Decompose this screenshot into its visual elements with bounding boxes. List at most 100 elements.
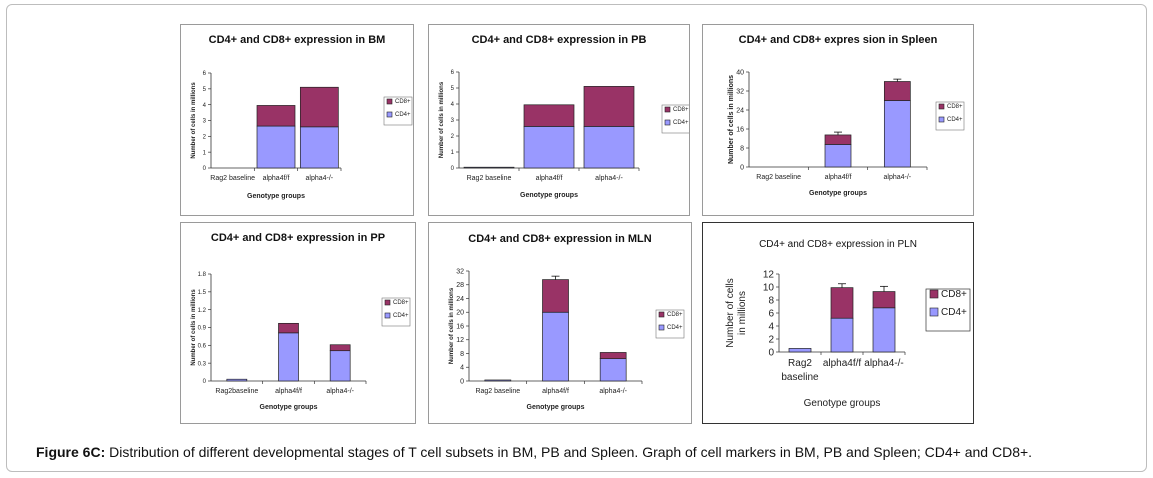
x-tick-label: alpha4-/-: [864, 358, 903, 369]
x-tick-label: Rag2 baseline: [210, 175, 255, 182]
x-tick-label: alpha4-/-: [595, 175, 623, 182]
chart-panel-pln: CD4+ and CD8+ expression in PLN 0 2 4 6 8 10 12…: [702, 222, 974, 424]
legend-swatch: [664, 119, 671, 126]
y-tick-label: 5: [451, 86, 455, 92]
x-tick-label: alpha4-/-: [306, 175, 334, 182]
legend-label: CD8+: [395, 99, 411, 105]
chart-panel-spleen: CD4+ and CD8+ expres sion in Spleen 0 8 16 2…: [702, 24, 974, 216]
legend-label: CD4+: [393, 313, 409, 319]
chart-svg: CD4+ and CD8+ expres sion in Spleen 0 8 16 2…: [728, 34, 965, 197]
x-tick-label: alpha4-/-: [599, 388, 627, 395]
legend-label: CD8+: [667, 312, 683, 318]
y-tick-label: 3: [203, 119, 207, 125]
chart-svg: CD4+ and CD8+ expression in PB 0 1 2 3 4 5 6 Rag…: [439, 34, 689, 199]
legend-label: CD4+: [673, 120, 689, 126]
x-axis-label: Genotype groups: [260, 404, 318, 411]
y-tick-label: 5: [203, 87, 207, 93]
x-tick-label: Rag2 baseline: [467, 175, 512, 182]
y-tick-label: 0: [768, 348, 774, 359]
y-tick-label: 3: [451, 118, 455, 124]
bar-segment-cd4plus: [463, 166, 515, 169]
legend-label: CD8+: [941, 289, 967, 300]
y-tick-label: 1: [203, 150, 207, 156]
chart-svg: CD4+ and CD8+ expression in MLN 0 4 8 12 16 20…: [449, 233, 685, 411]
x-tick-label: alpha4f/f: [542, 388, 569, 395]
legend-box: [381, 297, 411, 327]
x-tick-label: alpha4f/f: [825, 174, 852, 181]
y-axis-label: Number of cells in millions: [728, 75, 735, 164]
y-axis-label: Number of cells in millions: [191, 289, 197, 366]
y-tick-label: 10: [763, 283, 775, 294]
x-axis-label: Genotype groups: [809, 190, 867, 197]
legend-box: [935, 101, 965, 131]
bar-segment-cd8plus: [872, 291, 896, 309]
legend-label: CD4+: [941, 307, 967, 318]
y-tick-label: 0: [740, 164, 744, 171]
y-axis-label: Number of cellsin millions: [725, 278, 748, 347]
chart-title: CD4+ and CD8+ expression in PB: [472, 34, 647, 46]
x-tick-label: alpha4f/f: [536, 175, 563, 182]
legend-swatch: [664, 106, 671, 113]
legend-swatch: [386, 111, 393, 118]
chart-title: CD4+ and CD8+ expression in PP: [211, 232, 385, 244]
caption-text: Distribution of different developmental …: [105, 444, 1033, 460]
bar-segment-cd4plus: [883, 100, 911, 168]
x-tick-label: Rag2 baseline: [475, 388, 520, 395]
chart-svg: CD4+ and CD8+ expression in PLN 0 2 4 6 8 10 12…: [725, 239, 971, 409]
x-axis-label: Genotype groups: [804, 398, 881, 409]
bar-segment-cd8plus: [824, 134, 852, 145]
legend-swatch: [938, 103, 945, 110]
legend-box: [383, 96, 413, 126]
chart-title: CD4+ and CD8+ expression in MLN: [468, 233, 651, 245]
legend-label: CD4+: [667, 325, 683, 331]
y-tick-label: 16: [736, 126, 744, 133]
legend-swatch: [384, 299, 391, 306]
x-axis-label: Genotype groups: [527, 404, 585, 411]
chart-panel-pb: CD4+ and CD8+ expression in PB 0 1 2 3 4 5 6 Rag…: [428, 24, 690, 216]
bar-segment-cd4plus: [788, 348, 812, 353]
y-tick-label: 28: [456, 282, 464, 289]
x-tick-label: Rag2baseline: [215, 388, 258, 395]
chart-title: CD4+ and CD8+ expression in BM: [209, 34, 386, 46]
legend-label: CD8+: [393, 300, 409, 306]
y-tick-label: 6: [768, 309, 774, 320]
legend-swatch: [929, 289, 939, 299]
y-tick-label: 4: [203, 103, 207, 109]
legend-swatch: [938, 116, 945, 123]
x-tick-label: alpha4f/f: [275, 388, 302, 395]
bar-segment-cd8plus: [256, 105, 296, 127]
y-tick-label: 0.3: [198, 361, 207, 367]
y-tick-label: 0: [460, 378, 464, 385]
legend-label: CD8+: [947, 104, 963, 110]
bar-segment-cd4plus: [542, 311, 569, 382]
bar-segment-cd4plus: [299, 126, 339, 169]
bar-segment-cd4plus: [872, 307, 896, 353]
y-tick-label: 32: [456, 268, 464, 275]
chart-svg: CD4+ and CD8+ expression in PP 0 0.3 0.6 0.9…: [191, 232, 411, 411]
bar-segment-cd4plus: [278, 332, 299, 382]
bar-segment-cd8plus: [599, 352, 627, 360]
y-tick-label: 8: [740, 145, 744, 152]
legend-swatch: [384, 312, 391, 319]
y-tick-label: 24: [456, 296, 464, 303]
bar-segment-cd8plus: [830, 287, 854, 319]
bar-segment-cd8plus: [583, 86, 635, 127]
caption-label: Figure 6C:: [36, 444, 106, 460]
y-tick-label: 24: [736, 107, 744, 114]
y-tick-label: 4: [451, 102, 455, 108]
y-tick-label: 1.8: [198, 272, 207, 278]
bar-segment-cd4plus: [830, 317, 854, 353]
legend-swatch: [658, 324, 665, 331]
y-tick-label: 16: [456, 323, 464, 330]
bar-segment-cd4plus: [484, 379, 512, 382]
legend-label: CD4+: [947, 117, 963, 123]
bar-segment-cd4plus: [329, 350, 351, 382]
y-tick-label: 2: [451, 134, 455, 140]
y-tick-label: 32: [736, 88, 744, 95]
y-tick-label: 0: [203, 379, 207, 385]
x-tick-label: Rag2 baseline: [756, 174, 801, 181]
legend-swatch: [386, 98, 393, 105]
y-tick-label: 8: [460, 351, 464, 358]
x-tick-label: alpha4f/f: [823, 358, 862, 369]
bar-segment-cd4plus: [824, 144, 852, 168]
